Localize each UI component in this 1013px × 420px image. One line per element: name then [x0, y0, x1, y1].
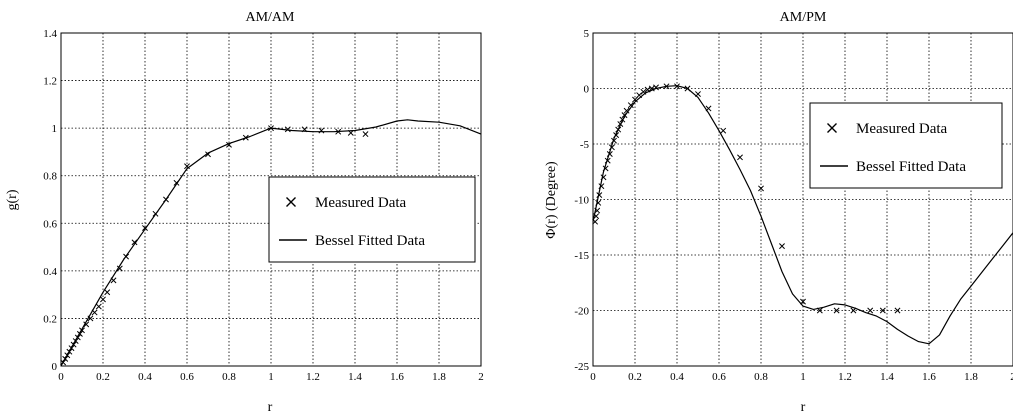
x-tick-label: 1: [800, 371, 806, 383]
legend-label: Bessel Fitted Data: [856, 159, 966, 175]
y-axis-label: g(r): [5, 189, 20, 210]
legend-box: [809, 102, 1003, 189]
am-pm-chart: AM/PM r Φ(r) (Degree) 0 0.2 0.4 0.6 0.8 1 1.2 1…: [544, 10, 1013, 415]
x-tick-label: 1.2: [838, 371, 852, 383]
y-tick-label: -15: [574, 250, 589, 262]
y-tick-label: 0: [52, 361, 58, 373]
x-tick-label: 0.2: [628, 371, 642, 383]
x-tick-label: 0: [58, 371, 64, 383]
x-tick-label: 0.2: [96, 371, 110, 383]
y-tick-label: 0.6: [43, 218, 57, 230]
x-tick-label: 1.4: [348, 371, 362, 383]
data-point-marker: [779, 243, 785, 250]
y-tick-label: -20: [574, 306, 589, 318]
data-point-marker: [623, 107, 630, 114]
data-point-marker: [83, 321, 90, 328]
x-tick-label: 1: [268, 371, 274, 383]
y-tick-label: -10: [574, 195, 589, 207]
data-point-marker: [648, 85, 655, 92]
x-tick-label: 0.8: [222, 371, 236, 383]
chart-title: AM/AM: [245, 10, 295, 25]
data-point-marker: [116, 265, 123, 272]
x-tick-label: 2: [478, 371, 484, 383]
y-axis-label: Φ(r) (Degree): [544, 161, 559, 239]
y-tick-label: 1.2: [43, 76, 57, 88]
x-tick-label: 0.6: [712, 371, 726, 383]
data-point-marker: [284, 126, 291, 133]
data-point-marker: [95, 303, 102, 310]
x-axis-label: r: [801, 400, 806, 415]
legend-marker-swatch: [827, 123, 837, 133]
x-tick-label: 0.6: [180, 371, 194, 383]
y-tick-label: 0.8: [43, 171, 57, 183]
y-tick-label: 5: [584, 28, 590, 40]
x-tick-label: 2: [1010, 371, 1013, 383]
data-point-marker: [737, 154, 743, 161]
x-tick-label: 1.6: [390, 371, 404, 383]
data-point-marker: [131, 239, 138, 246]
data-point-marker: [627, 102, 634, 109]
legend-label: Measured Data: [315, 195, 407, 211]
am-am-chart: AM/AM r g(r) 0 0.2 0.4 0.6 0.8 1 1.2 1.4 1.6 1.8 2…: [5, 10, 484, 415]
data-point-marker: [879, 307, 886, 314]
y-tick-label: 1: [52, 123, 58, 135]
series-line: [60, 119, 482, 367]
data-point-marker: [833, 307, 840, 314]
chart-title: AM/PM: [780, 10, 827, 25]
series-line: [592, 85, 1013, 345]
y-tick-label: -25: [574, 361, 589, 373]
legend-marker-swatch: [286, 197, 296, 207]
data-point-marker: [720, 127, 727, 134]
y-tick-label: 0.2: [43, 313, 57, 325]
x-tick-label: 1.4: [880, 371, 894, 383]
x-tick-label: 1.6: [922, 371, 936, 383]
y-tick-label: -5: [580, 139, 590, 151]
legend-box: [268, 176, 476, 263]
data-point-marker: [104, 289, 111, 296]
data-point-marker: [596, 192, 603, 199]
x-axis-label: r: [268, 400, 273, 415]
y-tick-label: 0.4: [43, 266, 57, 278]
x-tick-label: 1.8: [964, 371, 978, 383]
x-tick-label: 0.8: [754, 371, 768, 383]
data-point-marker: [894, 307, 901, 314]
data-point-marker: [100, 296, 106, 303]
legend-label: Bessel Fitted Data: [315, 233, 425, 249]
data-point-marker: [758, 185, 764, 192]
x-tick-label: 1.2: [306, 371, 320, 383]
x-tick-label: 0.4: [138, 371, 152, 383]
data-point-marker: [362, 131, 369, 138]
y-tick-label: 0: [584, 84, 590, 96]
x-tick-label: 1.8: [432, 371, 446, 383]
x-tick-label: 0: [590, 371, 596, 383]
legend-label: Measured Data: [856, 121, 948, 137]
data-point-marker: [867, 307, 874, 314]
y-tick-label: 1.4: [43, 28, 57, 40]
x-tick-label: 0.4: [670, 371, 684, 383]
